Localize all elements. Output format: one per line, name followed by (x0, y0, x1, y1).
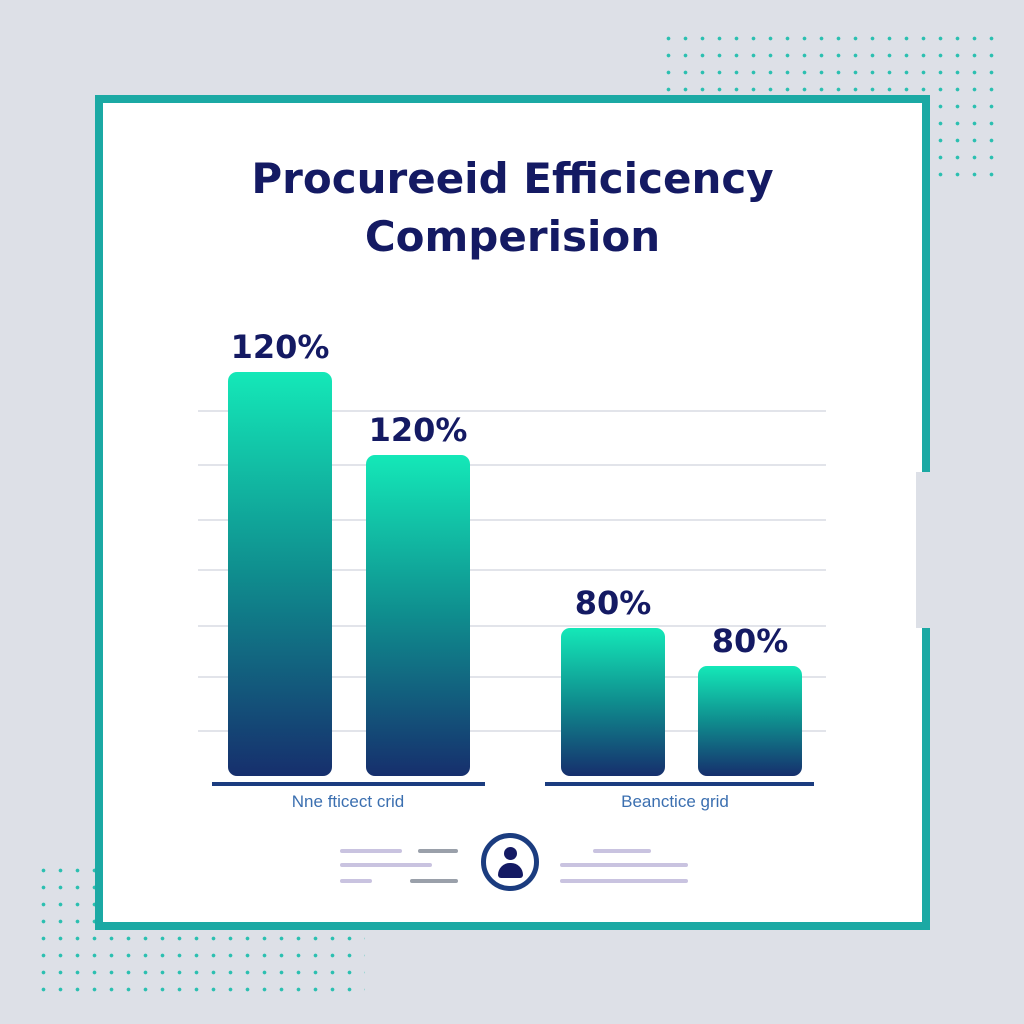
chart-title: Procureeid Efficicency Comperision (251, 154, 774, 261)
frame-gap (916, 472, 936, 628)
footer-line (418, 849, 458, 853)
footer-line (340, 849, 402, 853)
bar-value-label: 120% (369, 411, 468, 449)
bar (366, 455, 470, 776)
bar-value-label: 120% (231, 328, 330, 366)
bar-value-label: 80% (712, 622, 789, 660)
footer-line (410, 879, 458, 883)
group-label: Nne fticect crid (292, 792, 404, 811)
bar (698, 666, 802, 776)
group-label: Beanctice grid (621, 792, 729, 811)
footer-line (560, 863, 688, 867)
bar-value-label: 80% (575, 584, 652, 622)
bar (228, 372, 332, 776)
footer-line (340, 863, 432, 867)
footer-line (593, 849, 651, 853)
chart-footer (335, 832, 695, 896)
footer-line (340, 879, 372, 883)
bar (561, 628, 665, 776)
user-icon-body (498, 863, 523, 878)
user-icon-head (504, 847, 517, 860)
footer-line (560, 879, 688, 883)
user-icon (481, 833, 539, 891)
